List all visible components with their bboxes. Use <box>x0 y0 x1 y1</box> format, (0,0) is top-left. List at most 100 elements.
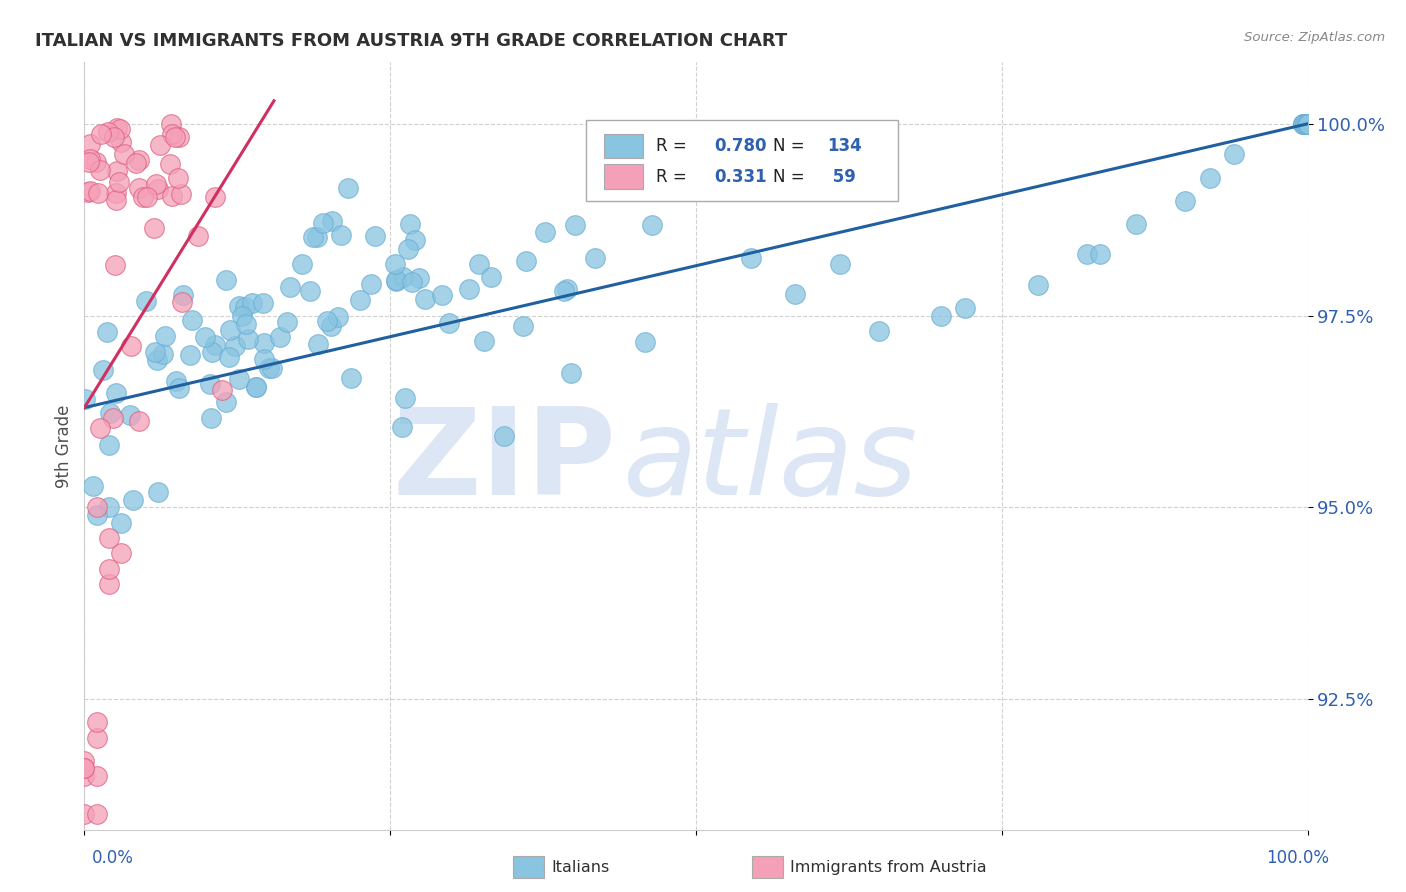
Point <box>97 125 120 139</box>
Point <box>560 366 582 380</box>
Point <box>384 273 406 287</box>
Text: atlas: atlas <box>623 403 918 520</box>
Point <box>96 325 118 339</box>
Point <box>534 225 557 239</box>
Point <box>204 338 226 352</box>
Point <box>1295 117 1317 131</box>
Point <box>276 315 298 329</box>
Point <box>785 286 807 301</box>
Point <box>211 383 233 397</box>
Point <box>125 156 148 170</box>
Point <box>1296 117 1319 131</box>
Text: 100.0%: 100.0% <box>1265 849 1329 867</box>
Text: Italians: Italians <box>551 860 609 874</box>
Point <box>149 138 172 153</box>
Point <box>79 137 101 152</box>
Point <box>740 251 762 265</box>
Point <box>1296 117 1319 131</box>
Point <box>145 177 167 191</box>
Text: 0.0%: 0.0% <box>91 849 134 867</box>
Point <box>79 185 101 199</box>
Point <box>398 217 420 231</box>
Point <box>218 351 240 365</box>
Point <box>105 163 128 178</box>
Point <box>1294 117 1316 131</box>
Point <box>1292 117 1315 131</box>
Point <box>312 215 335 229</box>
Point <box>98 438 121 452</box>
Point <box>231 310 253 324</box>
Point <box>86 769 108 783</box>
Point <box>146 485 169 500</box>
Point <box>307 337 329 351</box>
Point <box>413 292 436 306</box>
Point <box>159 157 181 171</box>
Point <box>120 339 142 353</box>
Point <box>468 256 491 270</box>
Point <box>91 363 114 377</box>
Text: R =: R = <box>655 168 692 186</box>
Point <box>437 316 460 330</box>
Point <box>360 277 382 292</box>
Point <box>167 130 190 145</box>
Point <box>146 182 169 196</box>
Point <box>89 127 111 141</box>
Text: R =: R = <box>655 137 692 155</box>
Point <box>384 257 406 271</box>
Point <box>1296 117 1319 131</box>
Point <box>73 392 96 406</box>
Point <box>224 339 246 353</box>
Point <box>929 309 952 323</box>
Point <box>187 229 209 244</box>
Point <box>319 318 342 333</box>
Point <box>252 296 274 310</box>
Point <box>564 218 586 232</box>
Point <box>86 731 108 745</box>
Point <box>86 500 108 515</box>
Text: 0.331: 0.331 <box>714 168 766 186</box>
Text: Immigrants from Austria: Immigrants from Austria <box>790 860 987 874</box>
Point <box>432 287 454 301</box>
Point <box>104 385 127 400</box>
Point <box>73 807 96 822</box>
Text: N =: N = <box>773 137 810 155</box>
Bar <box>605 134 644 158</box>
Text: Source: ZipAtlas.com: Source: ZipAtlas.com <box>1244 31 1385 45</box>
Point <box>135 294 157 309</box>
Point <box>262 360 284 375</box>
Point <box>86 807 108 822</box>
Point <box>143 344 166 359</box>
Point <box>100 406 122 420</box>
Point <box>228 372 250 386</box>
Point <box>253 351 276 366</box>
Point <box>1174 194 1197 208</box>
Point <box>824 143 846 157</box>
Point <box>162 127 184 141</box>
Point <box>105 120 128 135</box>
Point <box>1294 117 1316 131</box>
Text: 59: 59 <box>827 168 856 186</box>
Point <box>215 273 238 287</box>
Point <box>170 295 193 310</box>
Point <box>1294 117 1316 131</box>
Point <box>1292 117 1315 131</box>
Point <box>245 380 267 394</box>
Point <box>236 332 259 346</box>
Point <box>305 229 328 244</box>
Point <box>330 228 353 243</box>
Point <box>408 271 430 285</box>
Point <box>1296 117 1319 131</box>
Point <box>97 562 120 576</box>
Point <box>321 213 343 227</box>
Y-axis label: 9th Grade: 9th Grade <box>55 404 73 488</box>
Point <box>179 348 201 362</box>
Point <box>86 715 108 730</box>
Point <box>1198 170 1220 185</box>
Point <box>167 381 190 395</box>
Point <box>1028 277 1050 292</box>
Point <box>302 229 325 244</box>
Point <box>1296 117 1319 131</box>
Point <box>553 284 575 298</box>
Point <box>1292 117 1315 131</box>
Point <box>394 391 416 405</box>
